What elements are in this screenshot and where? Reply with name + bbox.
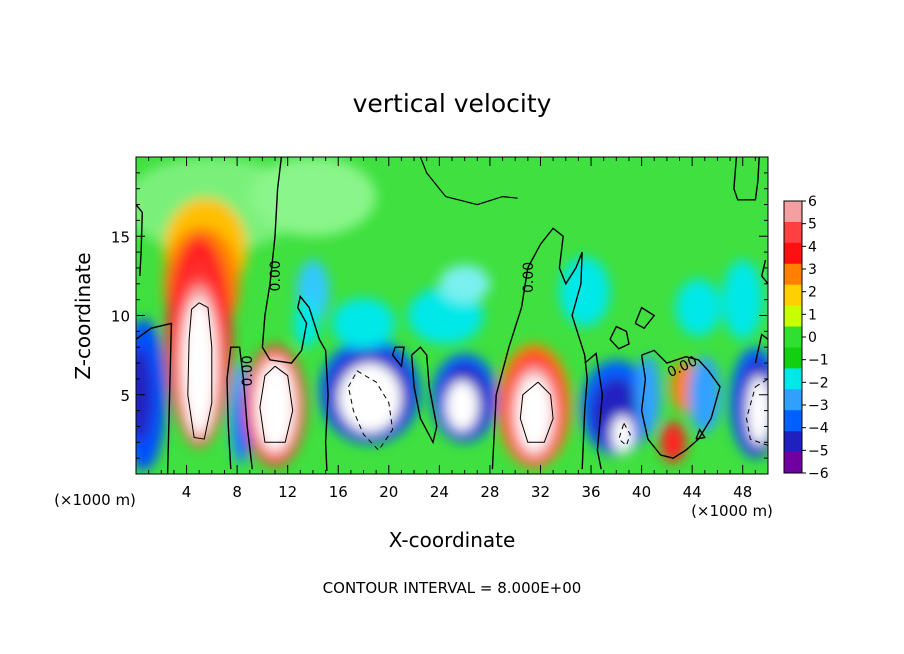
colorbar-swatch-9 [784,389,802,411]
contour-interval-note: CONTOUR INTERVAL = 8.000E+00 [323,579,582,597]
colorbar: 6 5 4 3 2 1 0 −1 −2 −3 −4 −5 −6 [783,194,829,482]
contour-small-40 [634,306,656,330]
contour-right-small [754,333,768,364]
colorbar-label-4: 2 [808,285,817,301]
contour-label-group-0: 0.00 [268,260,284,291]
heatmap-field: 0.000.000.000.00 [136,157,768,474]
colorbar-swatch-5 [784,305,802,328]
contour-zero-43 [640,349,721,459]
heatmap-blob-34 [635,355,661,435]
contour-small-20 [391,346,405,368]
x-unit-left: (×1000 m) [54,491,136,509]
colorbar-label-8: −2 [808,375,829,391]
colorbar-swatch-0 [784,201,802,223]
contour-neg-18 [347,370,394,451]
colorbar-label-3: 3 [808,262,817,278]
colorbar-label-0: 6 [808,194,817,210]
contour-column-36 [584,352,604,470]
contour-downdraft-8 [226,346,253,470]
colorbar-label-12: −6 [808,466,829,482]
x-tick-label-11: 48 [733,483,752,501]
contour-left-updraft-edge [136,322,173,474]
heatmap-blob-7 [182,298,216,435]
contour-column-23 [410,346,438,445]
colorbar-label-11: −5 [808,443,829,459]
x-unit-right: (×1000 m) [691,502,773,520]
colorbar-label-2: 4 [808,239,817,255]
contour-right-edge [760,259,768,285]
heatmap-blob-1 [249,157,377,237]
contour-pos-11 [259,365,294,443]
heatmap-blob-38 [675,279,722,337]
contour-zero-12 [261,157,329,471]
heatmap-blob-35 [660,421,686,463]
y-axis-label: Z-coordinate [71,252,95,379]
x-tick-label-2: 12 [278,483,297,501]
x-tick-label-10: 44 [683,483,702,501]
y-tick-label-0: 5 [120,387,130,405]
heatmap-blob-41 [746,375,768,446]
contour-label-0: 0.00 [268,260,284,291]
heatmap-blob-25 [439,264,490,303]
heatmap-blob-33 [611,415,635,454]
x-tick-label-6: 28 [480,483,499,501]
x-tick-label-7: 32 [531,483,550,501]
contour-tiny-44 [695,428,706,440]
contour-top-arc [419,157,518,206]
contour-pos-5 [187,302,213,440]
colorbar-swatch-4 [784,284,802,307]
colorbar-swatch-1 [784,221,802,244]
contour-label-1: 0.00 [240,355,256,386]
heatmap-blob-23 [445,380,479,432]
colorbar-label-10: −4 [808,421,829,437]
heatmap-blob-29 [516,375,552,452]
colorbar-swatch-11 [784,431,802,453]
colorbar-swatch-10 [784,410,802,432]
y-axis-ticks: 5 10 15 [111,172,768,459]
colorbar-swatch-3 [784,263,802,286]
contour-label-2: 0.00 [521,262,537,293]
x-tick-label-5: 24 [430,483,449,501]
contour-lines [136,157,768,474]
colorbar-label-1: 5 [808,217,817,233]
contour-neg-49 [745,378,768,447]
colorbar-swatch-12 [784,452,802,474]
contour-small-38 [609,325,630,350]
x-tick-label-0: 4 [182,483,192,501]
y-tick-label-1: 10 [111,308,130,326]
x-tick-label-3: 16 [329,483,348,501]
colorbar-label-6: 0 [808,330,817,346]
colorbar-swatch-7 [784,347,802,369]
colorbar-swatch-8 [784,368,802,390]
colorbar-label-5: 1 [808,307,817,323]
x-tick-label-9: 40 [632,483,651,501]
heatmap-blob-20 [331,298,396,349]
contour-top-right [733,157,760,201]
contour-label-group-1: 0.00 [240,355,256,386]
heatmap-blob-42 [722,260,763,340]
contour-label-group-2: 0.00 [521,262,537,293]
contour-labels: 0.000.000.000.00 [240,260,700,386]
heatmap-blob-14 [256,361,294,451]
heatmap-blob-19 [338,363,402,433]
x-axis-ticks: 4 8 12 16 20 24 28 32 36 40 44 48 [148,157,756,501]
contour-left-top [136,204,144,276]
contour-pos-32 [519,381,554,443]
colorbar-label-9: −3 [808,398,829,414]
contour-zero-32 [491,227,588,470]
colorbar-label-7: −1 [808,353,829,369]
x-tick-label-4: 20 [379,483,398,501]
x-axis-label: X-coordinate [389,528,516,552]
x-tick-label-8: 36 [581,483,600,501]
chart-title: vertical velocity [353,89,552,118]
x-tick-label-1: 8 [232,483,242,501]
colorbar-swatch-6 [784,326,802,348]
contour-neg-38 [618,423,631,447]
y-tick-label-2: 15 [111,228,130,246]
colorbar-swatch-2 [784,242,802,265]
heatmap-blob-30 [559,256,610,327]
